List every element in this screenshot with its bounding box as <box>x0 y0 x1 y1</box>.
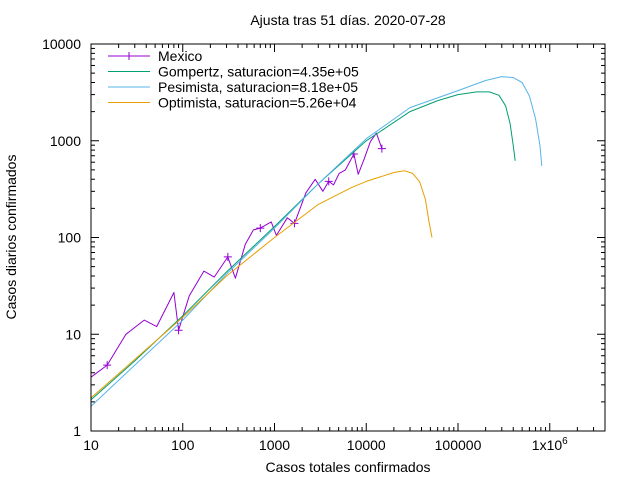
series-2-line <box>90 91 516 401</box>
series-1-point <box>256 224 265 233</box>
series-1-point <box>103 361 112 370</box>
x-tick-label-base: 10 <box>83 437 99 453</box>
x-axis-label: Casos totales confirmados <box>266 459 431 475</box>
series-3-line <box>90 76 543 407</box>
x-tick-label-base: 100 <box>171 437 195 453</box>
legend-item: Optimista, saturacion=5.26e+04 <box>108 95 357 111</box>
x-tick-label: 10000 <box>347 437 386 453</box>
legend-label: Gompertz, saturacion=4.35e+05 <box>158 64 359 80</box>
legend-label: Mexico <box>158 48 203 64</box>
series-1-point <box>174 326 183 335</box>
legend-item: Mexico <box>108 48 203 64</box>
x-tick-label-base: 1000 <box>259 437 290 453</box>
legend-item: Pesimista, saturacion=8.18e+05 <box>108 79 358 95</box>
x-tick-label: 1000 <box>259 437 290 453</box>
series-1-point <box>377 144 386 153</box>
x-tick-label: 10 <box>83 437 99 453</box>
series-1-point <box>324 177 333 186</box>
y-tick-label: 10 <box>65 326 81 342</box>
legend-item: Gompertz, saturacion=4.35e+05 <box>108 64 359 80</box>
y-tick-label: 10000 <box>42 36 81 52</box>
series-1-point <box>223 252 232 261</box>
x-tick-label-exponent: 6 <box>562 436 568 447</box>
x-tick-label: 100000 <box>435 437 482 453</box>
plot-series <box>90 76 543 407</box>
x-tick-label-base: 10000 <box>347 437 386 453</box>
legend-label: Optimista, saturacion=5.26e+04 <box>158 95 357 111</box>
series-1-point <box>290 219 299 228</box>
x-tick-label-base: 1x10 <box>532 437 563 453</box>
x-tick-label: 100 <box>171 437 195 453</box>
y-tick-label: 1000 <box>50 133 81 149</box>
series-1-line <box>90 132 383 378</box>
x-tick-label: 1x106 <box>532 436 568 453</box>
x-tick-label-base: 100000 <box>435 437 482 453</box>
legend-label: Pesimista, saturacion=8.18e+05 <box>158 79 358 95</box>
chart-title: Ajusta tras 51 días. 2020-07-28 <box>250 12 446 28</box>
y-axis-label: Casos diarios confirmados <box>3 155 19 320</box>
plot-frame <box>90 43 606 432</box>
y-tick-label: 1 <box>73 423 81 439</box>
legend-marker <box>125 52 133 60</box>
series-4-line <box>90 170 433 399</box>
y-tick-label: 100 <box>58 230 82 246</box>
